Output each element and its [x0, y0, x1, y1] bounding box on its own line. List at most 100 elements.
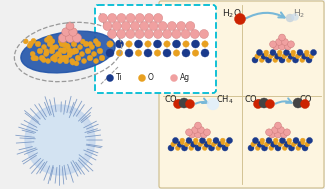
Circle shape: [71, 41, 77, 47]
Circle shape: [200, 138, 205, 143]
Circle shape: [264, 142, 269, 147]
Circle shape: [56, 51, 60, 57]
Circle shape: [198, 127, 204, 133]
Circle shape: [266, 129, 272, 136]
Circle shape: [154, 13, 163, 22]
FancyBboxPatch shape: [95, 5, 216, 93]
Circle shape: [275, 131, 281, 138]
Circle shape: [180, 141, 184, 145]
Circle shape: [45, 37, 49, 43]
Circle shape: [248, 145, 254, 151]
Circle shape: [254, 141, 257, 145]
Circle shape: [261, 53, 267, 59]
Circle shape: [191, 40, 200, 48]
Circle shape: [252, 57, 258, 63]
Circle shape: [44, 50, 49, 55]
Circle shape: [126, 29, 135, 39]
Circle shape: [72, 33, 82, 43]
Circle shape: [258, 53, 261, 57]
Circle shape: [65, 43, 70, 48]
Circle shape: [284, 129, 290, 136]
Ellipse shape: [21, 31, 115, 73]
Circle shape: [145, 13, 153, 22]
Circle shape: [99, 55, 105, 61]
Circle shape: [72, 49, 77, 54]
Circle shape: [255, 146, 260, 150]
Circle shape: [275, 122, 281, 129]
Circle shape: [207, 98, 219, 110]
Circle shape: [277, 50, 282, 55]
Circle shape: [135, 29, 144, 39]
Circle shape: [221, 141, 225, 145]
Text: Ag: Ag: [179, 74, 189, 83]
Circle shape: [286, 14, 294, 22]
Circle shape: [71, 50, 76, 55]
Circle shape: [70, 59, 74, 64]
Circle shape: [144, 49, 152, 57]
Circle shape: [181, 145, 188, 151]
Circle shape: [280, 138, 285, 143]
Circle shape: [256, 50, 263, 56]
Circle shape: [125, 49, 133, 57]
Circle shape: [260, 138, 265, 143]
Circle shape: [25, 105, 95, 175]
Circle shape: [289, 145, 294, 151]
Circle shape: [140, 22, 149, 30]
Circle shape: [272, 127, 279, 133]
Circle shape: [103, 22, 112, 30]
Circle shape: [192, 50, 199, 56]
Circle shape: [122, 22, 130, 30]
Circle shape: [301, 141, 305, 145]
Circle shape: [183, 41, 189, 47]
FancyBboxPatch shape: [159, 1, 324, 188]
Circle shape: [176, 22, 186, 30]
Circle shape: [222, 145, 228, 151]
Circle shape: [270, 50, 276, 56]
Circle shape: [186, 138, 192, 143]
Circle shape: [268, 54, 273, 59]
Circle shape: [220, 138, 225, 143]
Circle shape: [135, 13, 144, 22]
Circle shape: [117, 13, 126, 22]
Circle shape: [306, 57, 312, 63]
Circle shape: [286, 58, 291, 62]
Circle shape: [58, 33, 68, 43]
Circle shape: [61, 48, 67, 54]
Circle shape: [194, 141, 198, 145]
Circle shape: [153, 40, 162, 48]
Circle shape: [192, 127, 198, 133]
Circle shape: [190, 29, 199, 39]
Circle shape: [186, 22, 195, 30]
Circle shape: [279, 57, 285, 63]
Circle shape: [59, 41, 65, 47]
Circle shape: [276, 39, 282, 45]
Circle shape: [204, 129, 210, 136]
Circle shape: [202, 41, 208, 47]
Circle shape: [293, 98, 303, 108]
Circle shape: [73, 48, 79, 54]
Circle shape: [259, 58, 264, 62]
Circle shape: [305, 53, 309, 57]
Circle shape: [280, 141, 284, 145]
Circle shape: [72, 49, 77, 54]
Circle shape: [300, 138, 305, 143]
Circle shape: [292, 13, 298, 20]
Circle shape: [266, 138, 272, 143]
Circle shape: [126, 41, 132, 47]
Circle shape: [204, 141, 210, 147]
Circle shape: [213, 138, 219, 143]
Circle shape: [53, 57, 58, 62]
Circle shape: [279, 34, 285, 41]
Circle shape: [257, 141, 263, 147]
Circle shape: [74, 61, 79, 66]
Circle shape: [50, 56, 55, 61]
Circle shape: [33, 56, 39, 61]
Circle shape: [32, 55, 37, 60]
Text: Ti: Ti: [115, 74, 122, 83]
Circle shape: [270, 41, 276, 48]
Circle shape: [171, 142, 176, 147]
Circle shape: [63, 55, 68, 60]
Circle shape: [94, 59, 98, 64]
Circle shape: [37, 48, 43, 54]
Circle shape: [269, 131, 275, 138]
